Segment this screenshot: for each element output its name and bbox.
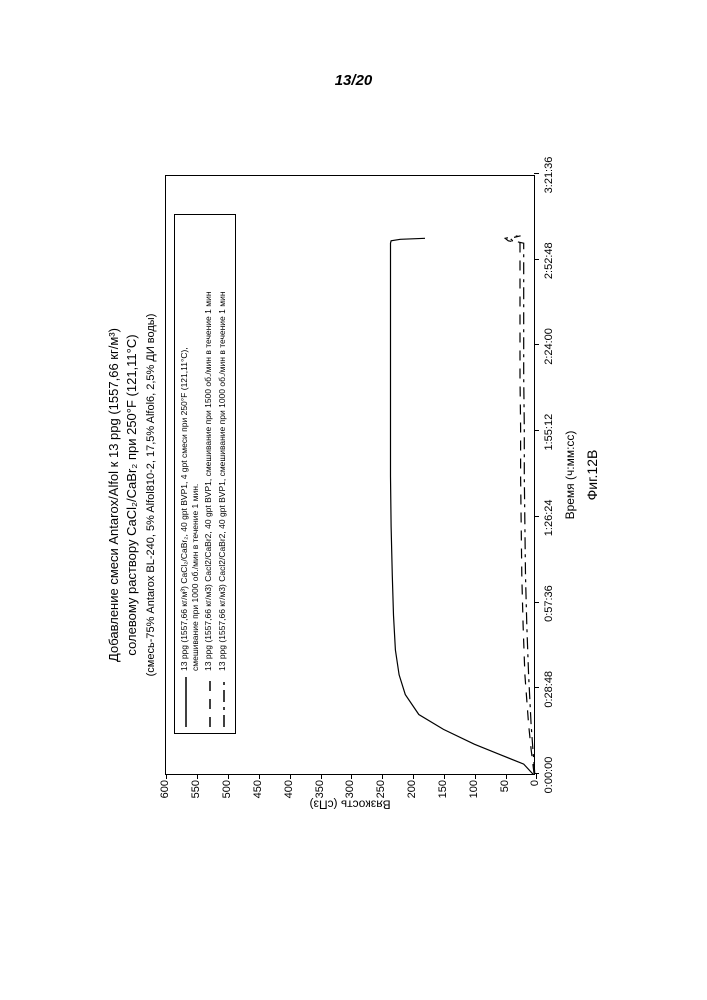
- x-tick-label: 0:57:36: [543, 585, 555, 622]
- y-tick-label: 100: [468, 780, 480, 820]
- y-tick-label: 50: [499, 780, 511, 820]
- series-line: [510, 236, 535, 774]
- y-tick-label: 150: [437, 780, 449, 820]
- legend-swatch: [219, 677, 229, 727]
- plot-area: 13 ppg (1557,66 кг/м³) CaCl₂/CaBr₂, 40 g…: [165, 175, 535, 775]
- title-line2: солевому раствору CaCl₂/CaBr₂ при 250°F …: [124, 334, 139, 655]
- legend-swatch: [181, 677, 191, 727]
- figure-inner: Добавление смеси Antarox/Alfol к 13 ppg …: [105, 145, 605, 845]
- legend-box: 13 ppg (1557,66 кг/м³) CaCl₂/CaBr₂, 40 g…: [174, 214, 236, 734]
- title-line1: Добавление смеси Antarox/Alfol к 13 ppg …: [106, 328, 121, 662]
- x-tick-mark: [534, 773, 539, 774]
- legend-row: 13 ppg (1557,66 кг/м³) CaCl₂/CaBr₂, 40 g…: [179, 221, 201, 727]
- x-tick-mark: [534, 430, 539, 431]
- x-tick-mark: [534, 344, 539, 345]
- y-tick-label: 250: [375, 780, 387, 820]
- y-tick-label: 450: [252, 780, 264, 820]
- x-tick-label: 0:28:48: [543, 671, 555, 708]
- y-tick-label: 600: [159, 780, 171, 820]
- x-tick-label: 3:21:36: [543, 157, 555, 194]
- legend-swatch: [205, 677, 215, 727]
- y-tick-mark: [506, 774, 507, 779]
- y-tick-label: 0: [529, 780, 541, 820]
- x-tick-label: 1:55:12: [543, 414, 555, 451]
- y-tick-mark: [382, 774, 383, 779]
- legend-text: 13 ppg (1557,66 кг/м³) CaCl₂/CaBr₂, 40 g…: [179, 221, 201, 671]
- legend-row: 13 ppg (1557,66 кг/м3) Cacl2/CaBr2, 40 g…: [203, 221, 215, 727]
- y-tick-mark: [536, 774, 537, 779]
- y-tick-mark: [259, 774, 260, 779]
- legend-row: 13 ppg (1557,66 кг/м3) Cacl2/CaBr2, 40 g…: [217, 221, 229, 727]
- figure-label: Фиг.12B: [584, 450, 600, 501]
- y-tick-mark: [321, 774, 322, 779]
- x-tick-mark: [534, 602, 539, 603]
- series-line: [391, 238, 533, 774]
- x-axis-label: Время (ч:мм:сс): [563, 431, 577, 520]
- y-tick-mark: [351, 774, 352, 779]
- x-tick-mark: [534, 687, 539, 688]
- x-tick-mark: [534, 259, 539, 260]
- plot-wrapper: Вязкость (сПз) 13 ppg (1557,66 кг/м³) Ca…: [165, 175, 535, 775]
- y-tick-mark: [197, 774, 198, 779]
- y-tick-label: 200: [406, 780, 418, 820]
- y-tick-mark: [475, 774, 476, 779]
- y-tick-label: 350: [314, 780, 326, 820]
- chart-title: Добавление смеси Antarox/Alfol к 13 ppg …: [105, 145, 141, 845]
- legend-text: 13 ppg (1557,66 кг/м3) Cacl2/CaBr2, 40 g…: [217, 221, 228, 671]
- page-number: 13/20: [0, 72, 707, 89]
- x-tick-mark: [534, 516, 539, 517]
- y-tick-label: 300: [344, 780, 356, 820]
- x-tick-label: 2:24:00: [543, 328, 555, 365]
- chart-subtitle: (смесь-75% Antarox BL-240, 5% Alfol810-2…: [145, 145, 157, 845]
- x-tick-mark: [534, 173, 539, 174]
- figure-container: Добавление смеси Antarox/Alfol к 13 ppg …: [5, 245, 705, 745]
- x-tick-label: 0:00:00: [543, 757, 555, 794]
- y-tick-mark: [228, 774, 229, 779]
- legend-text: 13 ppg (1557,66 кг/м3) Cacl2/CaBr2, 40 g…: [203, 221, 214, 671]
- y-tick-label: 400: [283, 780, 295, 820]
- y-tick-label: 550: [190, 780, 202, 820]
- x-tick-label: 2:52:48: [543, 242, 555, 279]
- y-tick-mark: [444, 774, 445, 779]
- x-tick-label: 1:26:24: [543, 500, 555, 537]
- y-tick-mark: [290, 774, 291, 779]
- y-tick-mark: [413, 774, 414, 779]
- y-tick-label: 500: [221, 780, 233, 820]
- y-tick-mark: [166, 774, 167, 779]
